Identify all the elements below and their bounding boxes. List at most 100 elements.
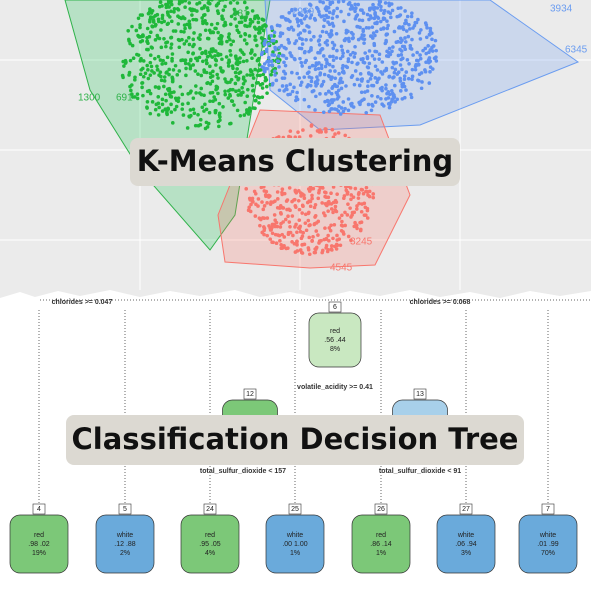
point bbox=[287, 10, 292, 15]
point bbox=[253, 191, 258, 196]
point bbox=[370, 36, 375, 40]
point bbox=[373, 33, 377, 38]
point bbox=[207, 1, 212, 6]
point bbox=[121, 75, 125, 80]
point bbox=[171, 68, 176, 72]
point bbox=[250, 199, 255, 203]
point bbox=[385, 49, 389, 54]
point bbox=[232, 0, 236, 2]
split-label: chlorides >= 0.047 bbox=[52, 299, 113, 306]
point bbox=[344, 84, 348, 88]
point bbox=[370, 104, 375, 108]
point bbox=[139, 56, 143, 61]
point bbox=[364, 110, 369, 115]
point bbox=[238, 70, 243, 74]
point bbox=[241, 75, 246, 79]
point bbox=[327, 238, 331, 243]
point bbox=[141, 74, 146, 79]
point bbox=[317, 188, 322, 193]
node-probs: .12 .88 bbox=[114, 541, 136, 548]
node-class: white bbox=[286, 532, 303, 539]
point bbox=[278, 239, 282, 243]
point bbox=[160, 4, 164, 8]
point bbox=[319, 14, 324, 19]
point bbox=[188, 25, 192, 30]
point bbox=[162, 19, 167, 24]
point bbox=[341, 109, 346, 114]
point bbox=[246, 112, 251, 116]
point bbox=[223, 77, 227, 81]
point bbox=[191, 96, 196, 100]
point bbox=[292, 198, 296, 202]
green-hull bbox=[64, 0, 271, 251]
point bbox=[311, 186, 316, 191]
point bbox=[387, 46, 392, 51]
point bbox=[167, 92, 172, 97]
point bbox=[250, 19, 255, 24]
point bbox=[338, 112, 343, 116]
point bbox=[309, 123, 314, 127]
point bbox=[293, 189, 298, 194]
point bbox=[338, 56, 343, 61]
point bbox=[345, 49, 350, 54]
point bbox=[145, 36, 149, 40]
point bbox=[309, 38, 313, 42]
point bbox=[269, 72, 273, 77]
point bbox=[143, 71, 148, 76]
point bbox=[313, 67, 318, 72]
point bbox=[131, 56, 136, 60]
point bbox=[328, 228, 333, 233]
point bbox=[159, 45, 164, 50]
point bbox=[416, 17, 420, 22]
point bbox=[167, 87, 172, 92]
point bbox=[225, 80, 230, 85]
point bbox=[163, 92, 168, 97]
point bbox=[194, 91, 198, 95]
point bbox=[408, 46, 413, 51]
point bbox=[200, 0, 204, 2]
point bbox=[295, 90, 299, 95]
point bbox=[273, 224, 278, 229]
node-probs: .95 .05 bbox=[199, 541, 221, 548]
point bbox=[384, 97, 388, 101]
point bbox=[345, 213, 350, 217]
point bbox=[207, 50, 212, 55]
point bbox=[263, 75, 268, 80]
point bbox=[159, 78, 164, 83]
point bbox=[333, 204, 338, 209]
point bbox=[324, 195, 329, 199]
point bbox=[251, 88, 256, 93]
point bbox=[375, 68, 380, 72]
point bbox=[335, 14, 339, 19]
tree: 6 red .56 .44 8% 12 13 4 red .98 .02 19% 5 white .12… bbox=[9, 299, 590, 574]
point bbox=[377, 57, 381, 61]
point bbox=[334, 242, 339, 247]
point bbox=[344, 188, 349, 193]
point bbox=[279, 43, 284, 48]
point bbox=[425, 26, 429, 30]
point bbox=[169, 0, 173, 4]
point bbox=[349, 102, 353, 106]
point bbox=[314, 94, 318, 99]
point bbox=[170, 59, 174, 63]
point bbox=[366, 79, 370, 84]
point bbox=[380, 60, 385, 64]
point bbox=[325, 0, 329, 2]
point bbox=[265, 91, 269, 95]
point bbox=[256, 16, 261, 20]
point bbox=[149, 11, 154, 15]
point bbox=[242, 0, 247, 5]
point bbox=[157, 73, 161, 77]
point bbox=[281, 206, 286, 210]
point bbox=[156, 95, 161, 99]
point bbox=[371, 83, 376, 88]
point bbox=[271, 240, 275, 245]
point bbox=[244, 15, 248, 20]
point bbox=[323, 6, 328, 11]
point bbox=[224, 55, 229, 59]
point bbox=[194, 18, 199, 22]
point bbox=[353, 51, 357, 56]
point bbox=[307, 9, 312, 13]
point bbox=[297, 46, 302, 51]
point bbox=[172, 10, 176, 14]
